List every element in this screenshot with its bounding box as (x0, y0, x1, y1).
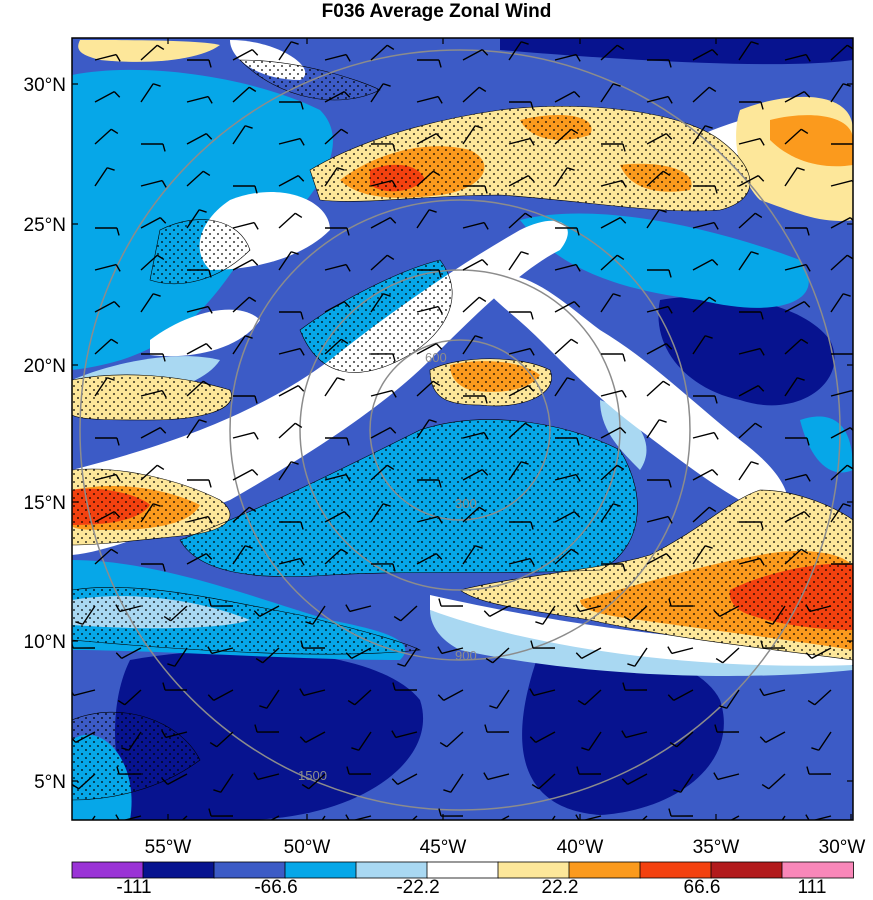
colorbar-swatch-9 (710, 861, 783, 879)
longitude-labels: 55°W 50°W 45°W 40°W 35°W 30°W (145, 837, 866, 858)
range-ring-300 (369, 339, 551, 521)
range-ring-900 (229, 199, 691, 661)
colorbar-swatch-3 (284, 861, 357, 879)
lon-label-40w: 40°W (557, 837, 604, 858)
colorbar-swatch-5 (426, 861, 499, 879)
lat-label-10n: 10°N (24, 632, 66, 653)
lon-label-50w: 50°W (284, 837, 331, 858)
latitude-labels: 30°N 25°N 20°N 15°N 10°N 5°N (24, 75, 66, 793)
range-ring-labels: 300 600 900 1500 (298, 350, 477, 783)
lat-label-5n: 5°N (34, 772, 66, 793)
lat-label-20n: 20°N (24, 356, 66, 377)
colorbar-swatch-10 (781, 861, 854, 879)
range-ring-1500 (79, 49, 841, 811)
colorbar-label-0: -111 (116, 877, 151, 898)
colorbar-swatch-6 (497, 861, 570, 879)
colorbar-label-4: 66.6 (684, 877, 721, 898)
lat-label-25n: 25°N (24, 215, 66, 236)
map-plot-area: 300 600 900 1500 (72, 38, 853, 820)
colorbar-swatch-4 (355, 861, 428, 879)
colorbar-labels: -111 -66.6 -22.2 22.2 66.6 111 (116, 877, 826, 898)
ring-label-900: 900 (455, 648, 477, 663)
significance-stippling (72, 59, 853, 801)
lat-label-30n: 30°N (24, 75, 66, 96)
ring-label-300: 300 (455, 496, 477, 511)
colorbar-swatch-1 (142, 861, 215, 879)
colorbar (71, 861, 854, 879)
ring-label-600: 600 (425, 350, 447, 365)
lon-label-35w: 35°W (693, 837, 740, 858)
lat-label-15n: 15°N (24, 493, 66, 514)
lon-label-45w: 45°W (420, 837, 467, 858)
colorbar-label-5: 111 (798, 877, 827, 898)
range-rings (79, 49, 841, 811)
lon-label-30w: 30°W (819, 837, 866, 858)
colorbar-swatch-2 (213, 861, 286, 879)
colorbar-swatch-0 (71, 861, 144, 879)
colorbar-swatch-7 (568, 861, 641, 879)
range-ring-600 (299, 269, 621, 591)
map-frame (71, 37, 854, 821)
lon-label-55w: 55°W (145, 837, 192, 858)
colorbar-label-3: 22.2 (542, 877, 579, 898)
colorbar-label-2: -22.2 (396, 877, 439, 898)
colorbar-label-1: -66.6 (254, 877, 297, 898)
colorbar-swatch-8 (639, 861, 712, 879)
map-title: F036 Average Zonal Wind (321, 1, 552, 22)
axis-ticks (72, 38, 853, 820)
